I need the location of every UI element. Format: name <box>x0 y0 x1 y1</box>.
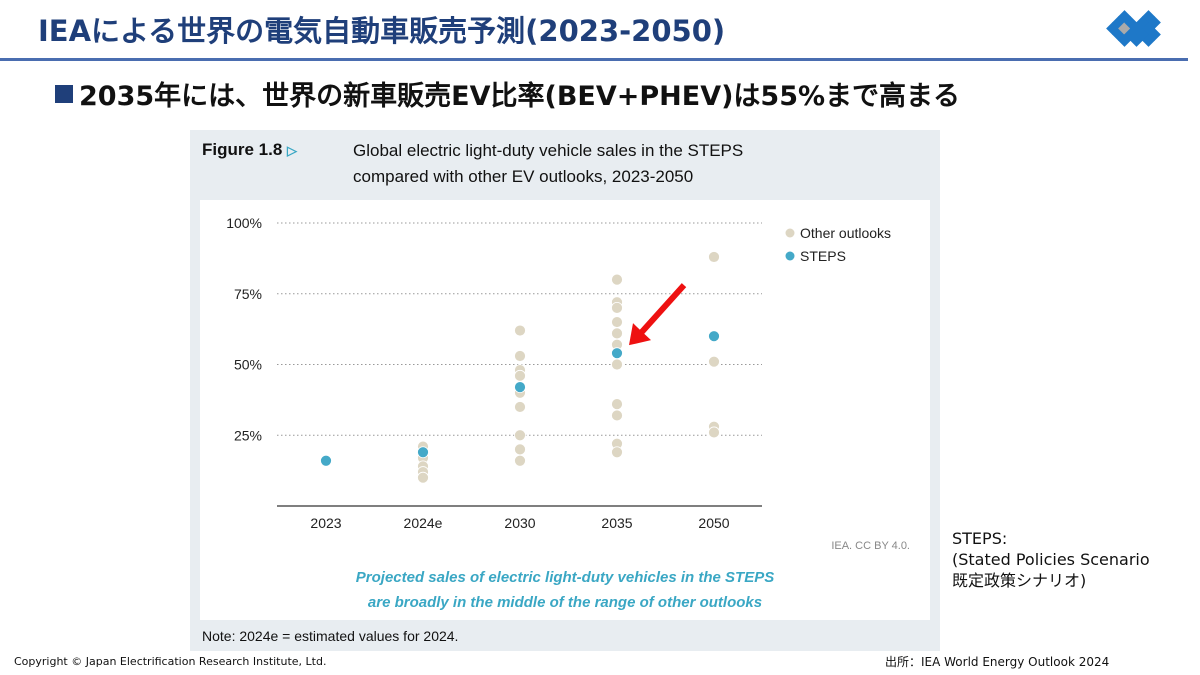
figure: Figure 1.8 ▷ Global electric light-duty … <box>190 130 940 651</box>
x-tick-label: 2024e <box>404 515 443 531</box>
legend-label: STEPS <box>800 248 846 264</box>
data-point-other-outlooks <box>611 327 623 340</box>
data-point-other-outlooks <box>708 251 720 263</box>
data-point-other-outlooks <box>611 398 623 411</box>
y-tick-label: 50% <box>234 357 262 373</box>
data-point-other-outlooks <box>611 273 623 286</box>
data-point-other-outlooks <box>514 401 526 413</box>
data-point-steps <box>514 381 526 394</box>
headline: 2035年には、世界の新車販売EV比率(BEV+PHEV)は55%まで高まる <box>55 74 960 113</box>
triangle-right-icon: ▷ <box>287 143 298 158</box>
header-divider <box>0 58 1188 61</box>
x-tick-label: 2050 <box>698 515 729 531</box>
copyright: Copyright © Japan Electrification Resear… <box>14 655 327 668</box>
figure-title: Global electric light-duty vehicle sales… <box>353 141 744 186</box>
legend-marker <box>785 251 795 261</box>
data-point-other-outlooks <box>514 443 526 456</box>
bullet-square-icon <box>55 85 73 103</box>
y-tick-label: 100% <box>226 215 262 231</box>
legend-marker <box>785 228 795 238</box>
x-tick-label: 2023 <box>310 515 341 531</box>
company-logo <box>1104 8 1161 50</box>
y-tick-label: 25% <box>234 427 262 443</box>
y-tick-label: 75% <box>234 286 262 302</box>
arrow-shaft <box>636 283 687 338</box>
data-point-other-outlooks <box>611 409 623 422</box>
data-point-other-outlooks <box>514 324 526 337</box>
data-point-other-outlooks <box>611 316 623 328</box>
data-point-other-outlooks <box>417 471 429 484</box>
data-point-other-outlooks <box>708 426 720 439</box>
data-point-other-outlooks <box>611 302 623 314</box>
arrow-head-icon <box>629 323 651 346</box>
chart-caption: Projected sales of electric light-duty v… <box>355 569 775 611</box>
legend-label: Other outlooks <box>800 225 891 241</box>
figure-note: Note: 2024e = estimated values for 2024. <box>202 628 459 644</box>
x-tick-label: 2035 <box>601 515 632 531</box>
data-point-other-outlooks <box>611 358 623 371</box>
figure-label: Figure 1.8 ▷ <box>202 140 298 159</box>
chart-panel: 25% 50% 75% 100% 2023 2024e 2030 2035 2050 Other … <box>200 200 930 620</box>
headline-text: 2035年には、世界の新車販売EV比率(BEV+PHEV)は55%まで高まる <box>79 81 961 112</box>
data-point-steps <box>708 330 720 343</box>
data-point-steps <box>417 446 429 459</box>
data-point-other-outlooks <box>514 369 526 382</box>
page-title: IEAによる世界の電気自動車販売予測(2023-2050) <box>38 14 726 48</box>
data-point-other-outlooks <box>514 429 526 442</box>
data-point-other-outlooks <box>514 454 526 467</box>
data-point-steps <box>320 454 332 467</box>
steps-explanation: STEPS: (Stated Policies Scenario 既定政策シナリオ) <box>952 529 1150 590</box>
chart-credit: IEA. CC BY 4.0. <box>831 540 910 552</box>
data-point-steps <box>611 347 623 360</box>
source: 出所：IEA World Energy Outlook 2024 <box>885 655 1110 669</box>
data-point-other-outlooks <box>514 350 526 362</box>
data-point-other-outlooks <box>611 446 623 459</box>
data-point-other-outlooks <box>708 355 720 368</box>
x-tick-label: 2030 <box>504 515 535 531</box>
scatter-chart: 25% 50% 75% 100% 2023 2024e 2030 2035 2050 Other … <box>226 215 891 531</box>
